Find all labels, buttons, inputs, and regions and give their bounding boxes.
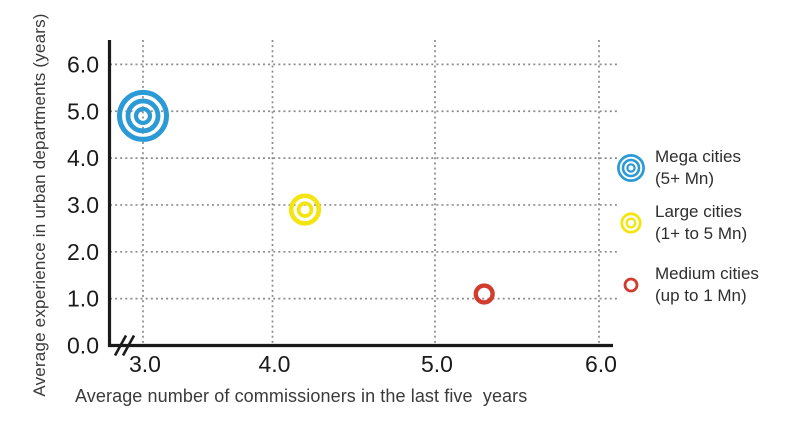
legend-label-line2: (1+ to 5 Mn) (655, 224, 748, 243)
legend-label-line2: (5+ Mn) (655, 169, 715, 188)
legend-item-medium-cities: Medium cities (up to 1 Mn) (616, 263, 800, 307)
y-tick-label: 0.0 (67, 333, 99, 359)
legend: Mega cities (5+ Mn) Large cities (1+ to … (616, 146, 800, 307)
legend-label-line1: Medium cities (655, 264, 759, 283)
y-tick-label: 6.0 (67, 51, 99, 77)
legend-label-medium-cities: Medium cities (up to 1 Mn) (655, 263, 759, 307)
medium-cities-ring-icon (616, 270, 646, 300)
legend-label-line2: (up to 1 Mn) (655, 286, 747, 305)
x-tick-label: 4.0 (259, 351, 291, 377)
legend-label-line1: Large cities (655, 202, 742, 221)
axis-break-icon (113, 334, 128, 357)
y-tick-label: 5.0 (67, 98, 99, 124)
data-point-mega-cities (117, 89, 169, 142)
legend-label-large-cities: Large cities (1+ to 5 Mn) (655, 201, 747, 245)
data-point-large-cities (288, 193, 322, 226)
axis-lines (107, 40, 613, 348)
y-tick-label: 4.0 (67, 145, 99, 171)
mega-cities-bullseye-icon (616, 153, 646, 183)
x-tick-label: 5.0 (421, 351, 453, 377)
legend-label-line1: Mega cities (655, 147, 741, 166)
x-axis-title: Average number of commissioners in the l… (75, 386, 528, 406)
y-tick-label: 2.0 (67, 239, 99, 265)
x-tick-label: 3.0 (129, 351, 161, 377)
y-tick-label: 3.0 (67, 192, 99, 218)
data-point-medium-cities (473, 283, 495, 305)
x-tick-label: 6.0 (585, 351, 617, 377)
legend-item-large-cities: Large cities (1+ to 5 Mn) (616, 201, 800, 245)
legend-label-mega-cities: Mega cities (5+ Mn) (655, 146, 741, 190)
axis-break-icon (121, 334, 136, 357)
y-tick-label: 1.0 (67, 286, 99, 312)
large-cities-ring-icon (616, 208, 646, 238)
legend-item-mega-cities: Mega cities (5+ Mn) (616, 146, 800, 190)
